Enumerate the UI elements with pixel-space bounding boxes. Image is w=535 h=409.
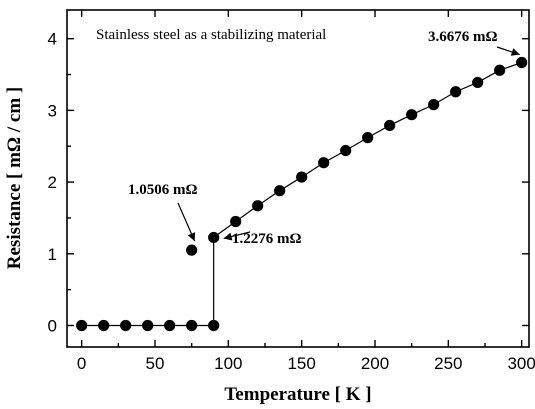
data-point <box>252 200 264 212</box>
data-point <box>76 319 88 332</box>
y-tick-label: 1 <box>48 245 57 264</box>
data-point <box>186 319 198 332</box>
x-tick-label: 150 <box>287 354 315 373</box>
x-axis-title: Temperature [ K ] <box>224 384 371 405</box>
x-tick-label: 50 <box>146 354 165 373</box>
data-point <box>318 157 330 169</box>
x-tick-label: 300 <box>507 354 535 373</box>
data-point <box>164 319 176 332</box>
data-point <box>142 319 154 332</box>
chart-subtitle: Stainless steel as a stabilizing materia… <box>96 27 326 43</box>
data-point <box>472 76 484 89</box>
x-tick-label: 250 <box>434 354 462 373</box>
data-points <box>76 56 528 332</box>
data-point <box>362 132 374 144</box>
data-point <box>406 109 418 121</box>
data-point <box>340 144 352 157</box>
y-ticks: 0 1 2 3 4 <box>48 30 529 335</box>
data-point <box>428 99 440 111</box>
data-point <box>274 185 286 197</box>
annotation-label-transition: 1.2276 mΩ <box>232 231 302 247</box>
y-tick-label: 2 <box>48 173 57 192</box>
data-point <box>120 319 132 332</box>
x-tick-label: 200 <box>361 354 389 373</box>
y-tick-label: 0 <box>48 316 57 335</box>
data-point <box>230 215 242 228</box>
annotation-label-endpoint: 3.6676 mΩ <box>428 29 498 45</box>
data-point-outlier <box>186 244 198 256</box>
data-point <box>208 231 220 244</box>
data-point <box>450 86 462 98</box>
data-point <box>494 64 506 76</box>
x-ticks: 0 50 100 150 200 250 300 <box>77 10 535 373</box>
data-point <box>208 319 220 332</box>
series-line <box>81 61 522 327</box>
data-point <box>98 319 110 332</box>
annotation-arrow-endpoint-head <box>510 48 520 56</box>
annotations: 1.0506 mΩ 1.2276 mΩ 3.6676 mΩ <box>128 29 520 247</box>
x-tick-label: 0 <box>77 354 86 373</box>
data-point <box>516 56 528 69</box>
annotation-label-outlier: 1.0506 mΩ <box>128 182 198 198</box>
annotation-arrow-outlier-head <box>187 232 196 242</box>
x-tick-label: 100 <box>214 354 242 373</box>
y-tick-label: 4 <box>48 30 57 49</box>
y-axis-title: Resistance [ mΩ / cm ] <box>4 87 25 269</box>
y-tick-label: 3 <box>48 101 57 120</box>
data-point <box>296 171 308 183</box>
plot-frame <box>66 9 530 348</box>
data-point <box>384 119 396 132</box>
annotation-arrow-transition-head <box>223 232 233 241</box>
